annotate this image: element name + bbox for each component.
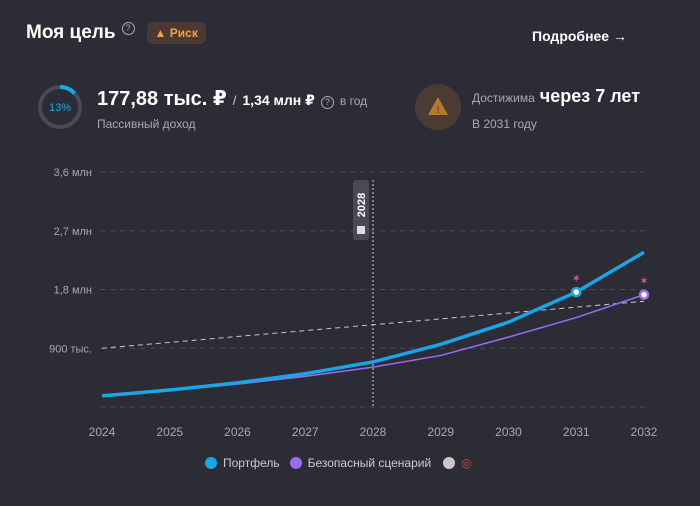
income-amount: 177,88 тыс. ₽ [97, 88, 227, 110]
more-link[interactable]: Подробнее → [532, 28, 627, 44]
svg-text:!: ! [436, 104, 439, 116]
finish-flag-icon [357, 226, 365, 234]
warning-icon: ▲ [154, 26, 170, 40]
risk-badge: ▲ Риск [146, 22, 206, 44]
x-tick-label: 2029 [427, 425, 454, 439]
achievement-year: В 2031 году [472, 117, 537, 131]
marker-tag [353, 180, 369, 240]
target-icon: ◎ [461, 456, 472, 470]
achievement-prefix: Достижима [472, 91, 535, 105]
x-tick-label: 2027 [292, 425, 319, 439]
warning-icon: ! [415, 84, 461, 130]
x-tick-label: 2032 [631, 425, 658, 439]
y-tick-label: 2,7 млн [54, 226, 92, 238]
header: Моя цель ? ▲ Риск [26, 22, 206, 44]
risk-label: Риск [169, 26, 198, 40]
page-title: Моя цель [26, 22, 116, 43]
income-line: 177,88 тыс. ₽ / 1,34 млн ₽ ? в год [97, 86, 367, 111]
series-line-0 [101, 250, 645, 398]
progress-ring: 13% [38, 85, 82, 129]
progress-label: 13% [49, 102, 71, 114]
legend-portfolio[interactable]: Портфель [223, 456, 280, 470]
goal-amount: 1,34 млн ₽ [242, 92, 315, 108]
help-icon[interactable]: ? [121, 22, 135, 35]
x-tick-label: 2031 [563, 425, 590, 439]
y-tick-label: 1,8 млн [54, 285, 92, 297]
milestone-point[interactable] [638, 289, 650, 300]
x-tick-label: 2026 [224, 425, 251, 439]
series-line-2 [101, 300, 645, 349]
legend-safe[interactable]: Безопасный сценарий [307, 456, 432, 470]
legend-dot-safe [289, 457, 302, 469]
x-tick-label: 2025 [156, 425, 183, 439]
x-tick-label: 2028 [360, 425, 387, 439]
party-popper-icon: ✶ [639, 276, 648, 288]
x-tick-label: 2024 [89, 425, 116, 439]
legend: Портфель Безопасный сценарий ◎ [205, 456, 472, 470]
y-tick-label: 900 тыс. [49, 343, 92, 355]
y-tick-label: 3,6 млн [54, 167, 92, 179]
x-tick-label: 2030 [495, 425, 522, 439]
marker-label: 2028 [356, 193, 368, 217]
legend-dot-portfolio [205, 457, 217, 469]
period-label: в год [339, 94, 368, 108]
legend-dot-goal[interactable] [443, 457, 456, 469]
achievement-value: через 7 лет [539, 86, 641, 106]
separator: / [232, 93, 237, 108]
projection-chart: 900 тыс. 1,8 млн 2,7 млн 3,6 млн 2024 2025 202… [49, 167, 658, 439]
milestone-point[interactable] [571, 286, 582, 298]
achievement: Достижима через 7 лет [472, 86, 640, 107]
party-popper-icon: ✶ [572, 273, 581, 285]
income-label: Пассивный доход [97, 117, 196, 131]
help-icon[interactable]: ? [320, 96, 334, 109]
